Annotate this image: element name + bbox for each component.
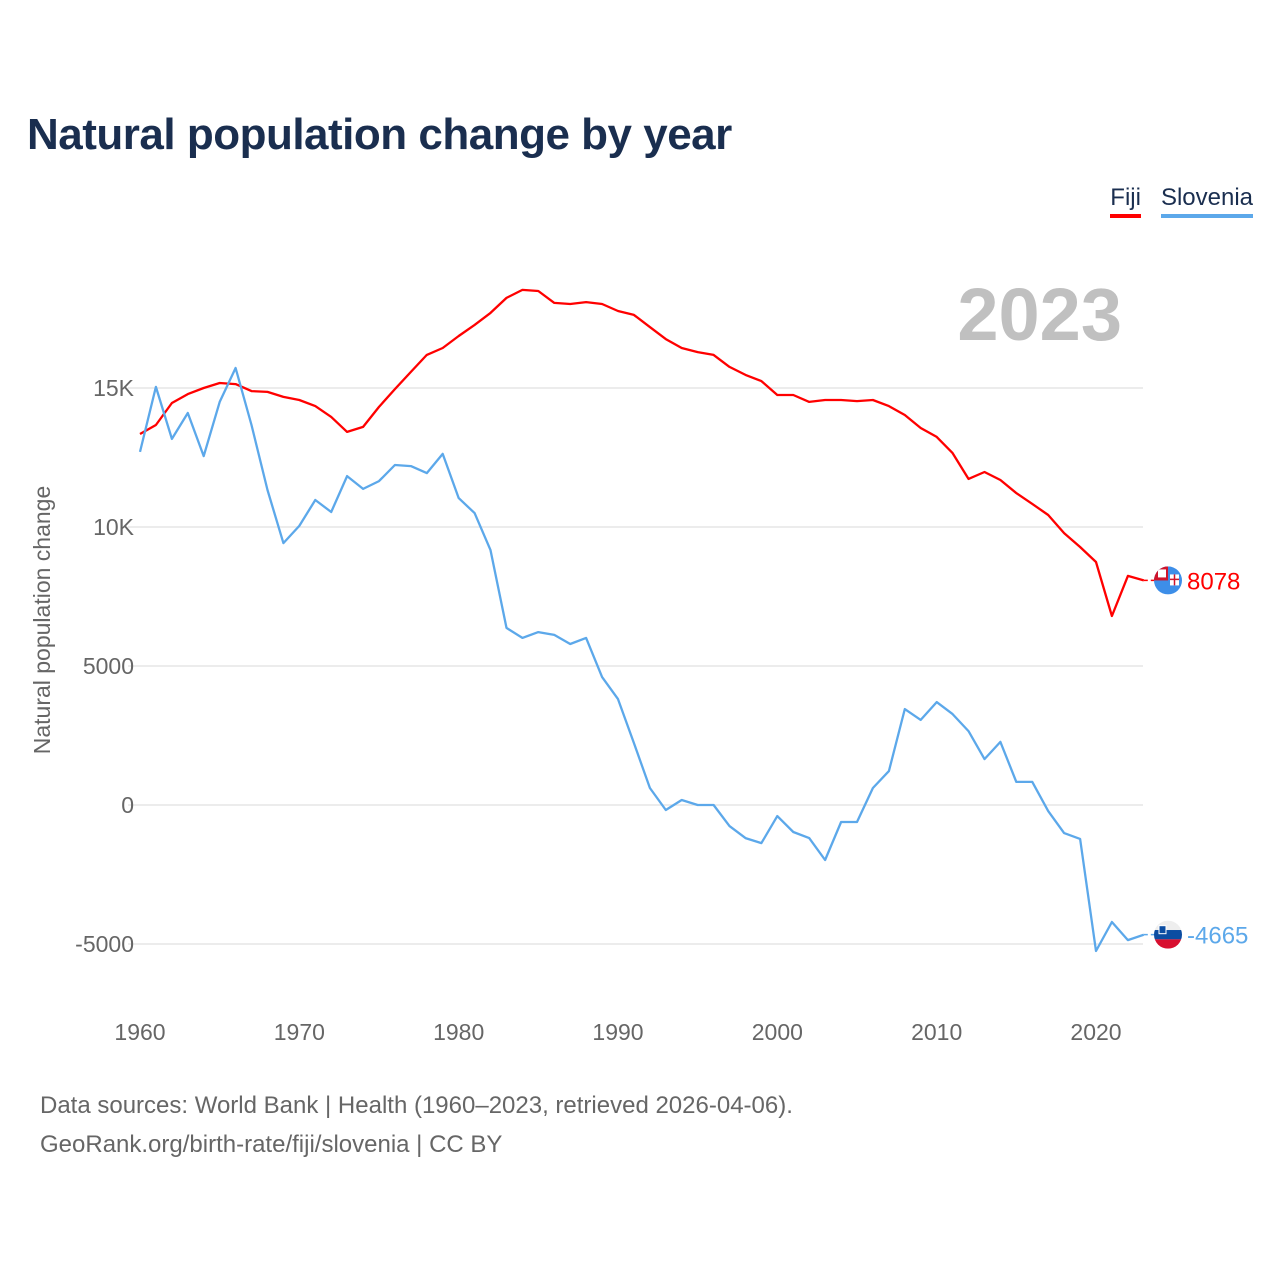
fiji-flag-icon [1154, 566, 1182, 595]
footer: Data sources: World Bank | Health (1960–… [40, 1086, 793, 1164]
flag-white-band [1154, 920, 1182, 931]
flag-coat-of-arms [1158, 925, 1167, 935]
end-value-label: -4665 [1187, 923, 1248, 950]
y-tick-label: 10K [93, 514, 135, 540]
y-tick-label: 15K [93, 375, 135, 401]
x-tick-label: 1980 [433, 1019, 484, 1045]
flag-body [1154, 920, 1182, 949]
y-tick-label: 0 [121, 792, 134, 818]
x-tick-label: 2020 [1070, 1019, 1121, 1045]
year-label: 2023 [957, 273, 1122, 356]
series-line-slovenia [138, 366, 1145, 953]
flag-body [1154, 566, 1182, 595]
legend-item-slovenia[interactable]: Slovenia [1160, 184, 1253, 218]
series-line-fiji [139, 288, 1145, 618]
chart-title: Natural population change by year [27, 110, 732, 159]
y-tick-label: 5000 [83, 653, 134, 679]
data-source-text: Data sources: World Bank | Health (1960–… [40, 1092, 793, 1119]
flag-blue-band [1154, 930, 1182, 940]
slovenia-flag-icon [1154, 920, 1182, 949]
x-tick-label: 1960 [114, 1019, 165, 1045]
legend-item-fiji[interactable]: Fiji [1110, 184, 1141, 218]
y-axis-label: Natural population change [29, 486, 55, 755]
x-tick-label: 1970 [274, 1019, 325, 1045]
legend: Fiji Slovenia [1110, 184, 1253, 218]
y-tick-label: -5000 [75, 931, 134, 957]
attribution-text: GeoRank.org/birth-rate/fiji/slovenia | C… [40, 1131, 503, 1158]
x-tick-label: 2000 [752, 1019, 803, 1045]
flag-red-band [1154, 939, 1182, 949]
x-tick-label: 1990 [592, 1019, 643, 1045]
flag-canton-inner [1158, 569, 1166, 578]
end-value-label: 8078 [1187, 568, 1240, 595]
x-tick-label: 2010 [911, 1019, 962, 1045]
